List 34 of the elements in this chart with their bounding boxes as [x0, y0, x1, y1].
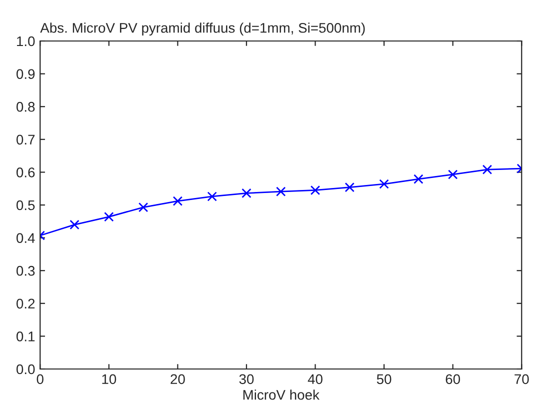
y-tick-label: 0.7 [16, 134, 35, 145]
y-tick-label: 0.3 [16, 266, 35, 276]
y-tick-label: 0.4 [16, 233, 35, 243]
y-tick-label: 0.8 [16, 102, 35, 112]
point [207, 192, 217, 202]
point [310, 185, 320, 196]
x-tick-label: 40 [308, 374, 322, 384]
point [482, 164, 492, 174]
chart-title: Abs. MicroV PV pyramid diffuus (d=1mm, Si=500nm) [40, 22, 365, 36]
x-tick-label: 0 [36, 374, 44, 384]
y-tick-label: 0.6 [16, 168, 35, 178]
x-tick-label: 70 [514, 374, 529, 384]
y-tick-label: 0.1 [16, 332, 35, 342]
y-tick-label: 0.5 [16, 200, 35, 210]
point [104, 212, 114, 222]
point [414, 174, 424, 184]
y-tick-label: 0.9 [16, 69, 35, 79]
x-tick-label: 10 [102, 374, 116, 384]
x-tick-label: 50 [376, 374, 392, 384]
point [70, 220, 80, 230]
point [138, 202, 148, 212]
point [448, 170, 458, 180]
x-tick-label: 20 [170, 374, 185, 384]
point [172, 196, 183, 206]
y-tick-label: 1.0 [17, 36, 35, 46]
x-tick-label: 60 [446, 374, 460, 384]
point [344, 182, 355, 192]
x-tick-label: 30 [239, 374, 254, 384]
y-tick-label: 0.2 [16, 298, 35, 309]
y-tick-label: 0.0 [16, 364, 35, 374]
point [242, 188, 252, 198]
x-axis-title: MicroV hoek [243, 390, 320, 400]
point [276, 186, 286, 196]
point [379, 179, 389, 189]
